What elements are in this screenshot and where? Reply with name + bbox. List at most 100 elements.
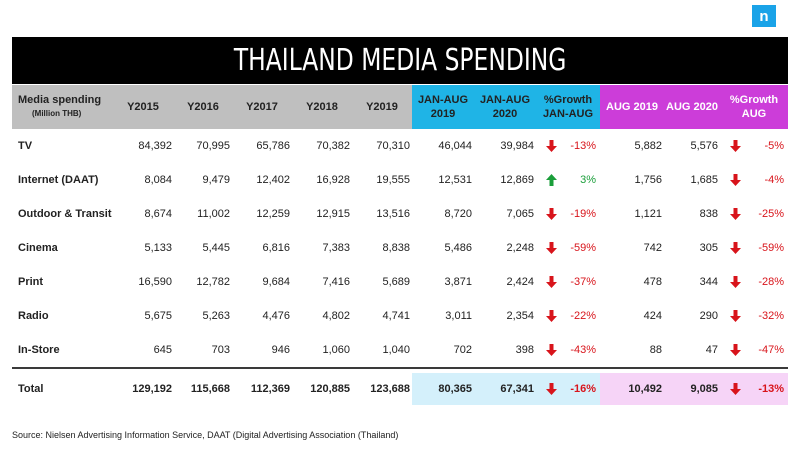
cell-y2018: 120,885: [310, 383, 350, 395]
cell-y2019: 5,689: [382, 276, 410, 288]
header-growth-janaug-line2: JAN-AUG: [542, 108, 594, 120]
cell-y2015: 129,192: [132, 383, 172, 395]
arrow-down-icon: [536, 231, 566, 265]
cell-growth-aug: -47%: [758, 344, 784, 356]
cell-aug2019: 1,756: [634, 174, 662, 186]
cell-ja2019: 702: [453, 344, 472, 356]
cell-y2017: 946: [271, 344, 290, 356]
cell-y2019: 70,310: [376, 140, 410, 152]
cell-y2016: 9,479: [202, 174, 230, 186]
cell-aug2019: 5,882: [634, 140, 662, 152]
cell-y2016: 70,995: [196, 140, 230, 152]
cell-y2019: 8,838: [382, 242, 410, 254]
arrow-down-icon: [536, 333, 566, 368]
cell-growth-janaug: -19%: [570, 208, 596, 220]
row-category: Total: [18, 383, 44, 395]
cell-ja2020: 2,424: [506, 276, 534, 288]
arrow-down-icon: [536, 197, 566, 231]
header-row: Media spending (Million THB) Y2015 Y2016…: [12, 85, 788, 129]
cell-y2017: 4,476: [262, 310, 290, 322]
cell-y2019: 4,741: [382, 310, 410, 322]
cell-growth-aug: -28%: [758, 276, 784, 288]
arrow-down-icon: [536, 265, 566, 299]
cell-ja2019: 80,365: [412, 373, 474, 405]
header-growth-aug-line1: %Growth: [729, 94, 779, 106]
row-category: Internet (DAAT): [18, 174, 99, 186]
cell-y2018: 1,060: [322, 344, 350, 356]
cell-growth-aug: -25%: [758, 208, 784, 220]
cell-ja2019: 12,531: [438, 174, 472, 186]
header-growth-janaug: %Growth JAN-AUG: [536, 85, 600, 129]
cell-aug2020: 344: [699, 276, 718, 288]
cell-y2015: 5,675: [144, 310, 172, 322]
header-janaug-2020-line2: 2020: [492, 108, 518, 120]
table-body: TV 84,392 70,995 65,786 70,382 70,310 46,044 39…: [12, 129, 788, 405]
cell-y2019: 13,516: [376, 208, 410, 220]
table-row: TV 84,392 70,995 65,786 70,382 70,310 46,044 39…: [12, 129, 788, 163]
cell-y2015: 645: [153, 344, 172, 356]
header-media-label: Media spending: [18, 94, 102, 106]
cell-ja2019: 8,720: [444, 208, 472, 220]
cell-y2018: 70,382: [316, 140, 350, 152]
cell-y2016: 12,782: [196, 276, 230, 288]
arrow-up-icon: [536, 163, 566, 197]
cell-y2016: 11,002: [197, 208, 230, 220]
cell-y2017: 12,402: [256, 174, 290, 186]
cell-ja2020: 39,984: [500, 140, 534, 152]
table-row: Cinema 5,133 5,445 6,816 7,383 8,838 5,486 2,24…: [12, 231, 788, 265]
cell-ja2020: 2,248: [506, 242, 534, 254]
header-janaug-2019-line2: 2019: [430, 108, 456, 120]
cell-y2018: 16,928: [316, 174, 350, 186]
table-row: Radio 5,675 5,263 4,476 4,802 4,741 3,011 2,354…: [12, 299, 788, 333]
cell-growth-janaug: -59%: [570, 242, 596, 254]
cell-ja2019: 3,011: [445, 310, 472, 322]
header-aug-2019: AUG 2019: [600, 85, 664, 129]
cell-growth-janaug: -43%: [570, 344, 596, 356]
cell-y2017: 9,684: [262, 276, 290, 288]
header-y2017: Y2017: [232, 85, 292, 129]
table-row: Print 16,590 12,782 9,684 7,416 5,689 3,871 2,4…: [12, 265, 788, 299]
cell-y2019: 123,688: [370, 383, 410, 395]
header-janaug-2020: JAN-AUG 2020: [474, 85, 536, 129]
source-note: Source: Nielsen Advertising Information …: [12, 430, 399, 440]
cell-aug2020: 290: [699, 310, 718, 322]
row-category: TV: [18, 140, 33, 152]
cell-y2018: 7,383: [322, 242, 350, 254]
cell-ja2019: 3,871: [444, 276, 472, 288]
cell-aug2019: 424: [643, 310, 662, 322]
cell-ja2020: 398: [515, 344, 534, 356]
header-aug-2020: AUG 2020: [664, 85, 720, 129]
cell-aug2020: 838: [699, 208, 718, 220]
table-row: Internet (DAAT) 8,084 9,479 12,402 16,928 19,…: [12, 163, 788, 197]
cell-y2018: 4,802: [322, 310, 350, 322]
header-growth-aug: %Growth AUG: [720, 85, 788, 129]
cell-y2017: 6,816: [262, 242, 290, 254]
total-row: Total 129,192 115,668 112,369 120,885 123,688…: [12, 373, 788, 405]
cell-aug2020: 305: [699, 242, 718, 254]
row-category: In-Store: [18, 344, 60, 356]
header-y2019: Y2019: [352, 85, 412, 129]
arrow-down-icon: [720, 231, 750, 265]
cell-aug2019: 1,121: [634, 208, 662, 220]
cell-ja2020: 12,869: [500, 174, 534, 186]
table-row: Outdoor & Transit 8,674 11,002 12,259 12,915…: [12, 197, 788, 231]
header-janaug-2020-line1: JAN-AUG: [479, 94, 531, 106]
cell-aug2019: 88: [649, 344, 662, 356]
cell-ja2020: 2,354: [506, 310, 534, 322]
cell-growth-janaug: -16%: [566, 373, 600, 405]
cell-y2015: 84,392: [138, 140, 172, 152]
cell-y2017: 65,786: [256, 140, 290, 152]
arrow-down-icon: [536, 373, 566, 405]
arrow-down-icon: [720, 333, 750, 368]
cell-y2015: 8,084: [144, 174, 172, 186]
cell-y2016: 703: [211, 344, 230, 356]
cell-growth-janaug: -22%: [570, 310, 596, 322]
cell-ja2020: 67,341: [474, 373, 536, 405]
cell-y2015: 16,590: [138, 276, 172, 288]
row-category: Radio: [18, 310, 49, 322]
cell-ja2020: 7,065: [506, 208, 534, 220]
arrow-down-icon: [720, 197, 750, 231]
header-y2016: Y2016: [174, 85, 232, 129]
cell-growth-aug: -4%: [764, 174, 784, 186]
cell-aug2020: 9,085: [664, 373, 720, 405]
